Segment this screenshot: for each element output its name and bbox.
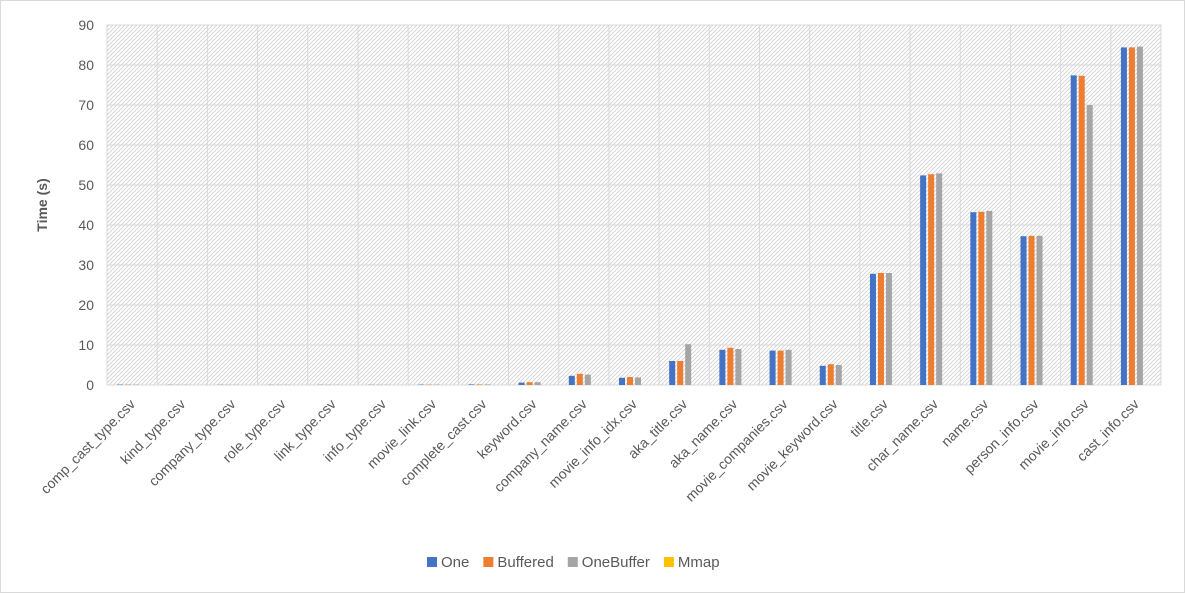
legend-label: Mmap bbox=[678, 554, 720, 571]
bar bbox=[1087, 105, 1093, 385]
legend: One Buffered OneBuffer Mmap bbox=[427, 554, 720, 571]
y-axis-title: Time (s) bbox=[34, 178, 50, 231]
bar bbox=[527, 382, 533, 385]
legend-label: Buffered bbox=[497, 554, 553, 571]
x-tick-label: title.csv bbox=[847, 396, 891, 440]
bar bbox=[778, 351, 784, 385]
bar bbox=[878, 273, 884, 385]
bar bbox=[1037, 236, 1043, 385]
y-tick-label: 50 bbox=[78, 177, 94, 193]
x-tick-label: movie_keyword.csv bbox=[743, 396, 841, 494]
legend-swatch bbox=[427, 557, 437, 567]
bar bbox=[928, 174, 934, 385]
bar bbox=[820, 366, 826, 385]
legend-label: OneBuffer bbox=[582, 554, 650, 571]
bar bbox=[870, 274, 876, 385]
legend-swatch bbox=[568, 557, 578, 567]
bar bbox=[1029, 236, 1035, 385]
bar bbox=[476, 384, 482, 385]
bar bbox=[635, 377, 641, 385]
legend-swatch bbox=[664, 557, 674, 567]
bar bbox=[719, 350, 725, 385]
bar bbox=[1129, 47, 1135, 385]
bar bbox=[735, 349, 741, 385]
x-tick-label: movie_info_idx.csv bbox=[545, 396, 640, 491]
bar bbox=[519, 383, 525, 385]
bar bbox=[1071, 75, 1077, 385]
bar bbox=[770, 351, 776, 385]
bar bbox=[970, 212, 976, 385]
y-tick-label: 70 bbox=[78, 97, 94, 113]
bar bbox=[1079, 76, 1085, 385]
bar bbox=[669, 361, 675, 385]
y-tick-label: 80 bbox=[78, 57, 94, 73]
y-tick-label: 20 bbox=[78, 297, 94, 313]
plot-area bbox=[107, 25, 1161, 385]
bar bbox=[569, 376, 575, 385]
y-tick-label: 0 bbox=[86, 377, 94, 393]
bar bbox=[484, 384, 490, 385]
bar bbox=[986, 211, 992, 385]
y-tick-label: 10 bbox=[78, 337, 94, 353]
bar bbox=[727, 348, 733, 385]
bar bbox=[535, 382, 541, 385]
bar bbox=[1121, 47, 1127, 385]
bar bbox=[1137, 47, 1143, 385]
bar bbox=[920, 175, 926, 385]
bar bbox=[836, 365, 842, 385]
bar bbox=[685, 344, 691, 385]
y-tick-label: 60 bbox=[78, 137, 94, 153]
bar bbox=[828, 364, 834, 385]
bar bbox=[619, 378, 625, 385]
bar bbox=[1021, 236, 1027, 385]
x-tick-label: company_type.csv bbox=[145, 396, 238, 489]
y-axis-tick-labels: 0 10 20 30 40 50 60 70 80 90 bbox=[78, 17, 94, 393]
legend-swatch bbox=[483, 557, 493, 567]
bar bbox=[627, 377, 633, 385]
y-tick-label: 40 bbox=[78, 217, 94, 233]
x-tick-label: complete_cast.csv bbox=[397, 396, 490, 489]
bar bbox=[677, 361, 683, 385]
bar bbox=[585, 375, 591, 385]
bar bbox=[886, 273, 892, 385]
y-tick-label: 90 bbox=[78, 17, 94, 33]
legend-label: One bbox=[441, 554, 469, 571]
y-tick-label: 30 bbox=[78, 257, 94, 273]
bar bbox=[577, 374, 583, 385]
bar bbox=[786, 350, 792, 385]
x-tick-label: comp_cast_type.csv bbox=[37, 396, 138, 497]
x-tick-label: company_name.csv bbox=[491, 396, 590, 495]
bar bbox=[468, 384, 474, 385]
bar bbox=[936, 173, 942, 385]
bar bbox=[978, 212, 984, 385]
x-axis-tick-labels: comp_cast_type.csvkind_type.csvcompany_t… bbox=[37, 396, 1142, 505]
